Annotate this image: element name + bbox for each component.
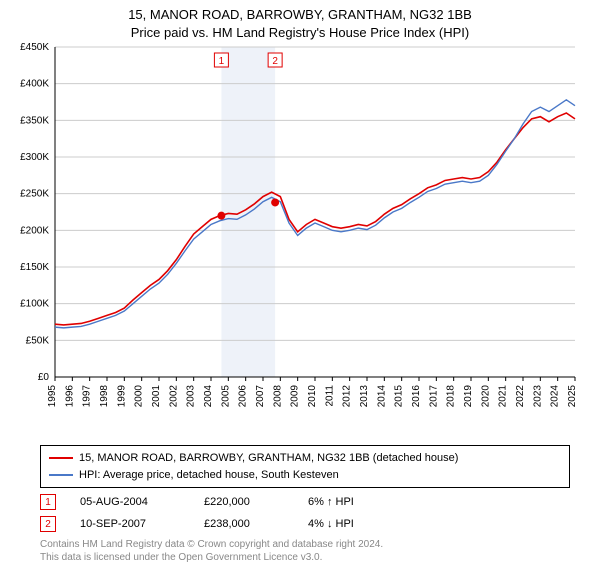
svg-text:1: 1	[219, 56, 225, 67]
svg-text:2014: 2014	[376, 385, 387, 408]
svg-text:2009: 2009	[290, 385, 301, 408]
svg-text:1996: 1996	[64, 385, 75, 408]
sale-row: 1 05-AUG-2004 £220,000 6% ↑ HPI	[40, 494, 570, 510]
price-chart: £0 £50K £100K £150K £200K £250K £300K £350K £400…	[0, 41, 600, 441]
svg-text:2016: 2016	[411, 385, 422, 408]
svg-text:£450K: £450K	[20, 42, 49, 53]
sales-table: 1 05-AUG-2004 £220,000 6% ↑ HPI 2 10-SEP…	[40, 494, 570, 532]
sale-date: 10-SEP-2007	[80, 518, 180, 530]
sale-row: 2 10-SEP-2007 £238,000 4% ↓ HPI	[40, 516, 570, 532]
sale-delta: 4% ↓ HPI	[308, 518, 388, 530]
svg-text:2013: 2013	[359, 385, 370, 408]
legend-label: HPI: Average price, detached house, Sout…	[79, 467, 339, 484]
svg-text:2006: 2006	[238, 385, 249, 408]
svg-text:2021: 2021	[498, 385, 509, 408]
svg-text:2001: 2001	[151, 385, 162, 408]
svg-text:£0: £0	[38, 372, 50, 383]
legend-swatch	[49, 474, 73, 476]
sale-marker: 2	[40, 516, 56, 532]
legend-label: 15, MANOR ROAD, BARROWBY, GRANTHAM, NG32…	[79, 450, 458, 467]
footer: Contains HM Land Registry data © Crown c…	[40, 538, 570, 564]
svg-text:£400K: £400K	[20, 79, 49, 90]
svg-text:2019: 2019	[463, 385, 474, 408]
legend-item: 15, MANOR ROAD, BARROWBY, GRANTHAM, NG32…	[49, 450, 561, 467]
sale-price: £220,000	[204, 496, 284, 508]
svg-text:2004: 2004	[203, 385, 214, 408]
svg-text:2020: 2020	[480, 385, 491, 408]
sale-price: £238,000	[204, 518, 284, 530]
legend: 15, MANOR ROAD, BARROWBY, GRANTHAM, NG32…	[40, 445, 570, 488]
svg-text:£50K: £50K	[26, 335, 50, 346]
svg-text:£350K: £350K	[20, 115, 49, 126]
svg-text:2011: 2011	[324, 385, 335, 407]
svg-text:£300K: £300K	[20, 152, 49, 163]
svg-text:2: 2	[272, 56, 278, 67]
svg-text:2007: 2007	[255, 385, 266, 408]
svg-text:2003: 2003	[186, 385, 197, 408]
svg-text:£200K: £200K	[20, 225, 49, 236]
svg-text:2023: 2023	[532, 385, 543, 408]
svg-text:1999: 1999	[116, 385, 127, 408]
svg-text:2025: 2025	[567, 385, 578, 408]
svg-text:2017: 2017	[428, 385, 439, 408]
svg-text:1997: 1997	[82, 385, 93, 408]
svg-text:2018: 2018	[446, 385, 457, 408]
legend-swatch	[49, 457, 73, 459]
svg-text:2012: 2012	[342, 385, 353, 408]
title-line2: Price paid vs. HM Land Registry's House …	[0, 24, 600, 42]
svg-text:2024: 2024	[550, 385, 561, 408]
sale-marker: 1	[40, 494, 56, 510]
sale-date: 05-AUG-2004	[80, 496, 180, 508]
svg-text:2000: 2000	[134, 385, 145, 408]
svg-text:1995: 1995	[47, 385, 58, 408]
svg-text:2002: 2002	[168, 385, 179, 408]
footer-line1: Contains HM Land Registry data © Crown c…	[40, 538, 570, 551]
footer-line2: This data is licensed under the Open Gov…	[40, 551, 570, 564]
svg-text:£150K: £150K	[20, 262, 49, 273]
legend-item: HPI: Average price, detached house, Sout…	[49, 467, 561, 484]
svg-text:1998: 1998	[99, 385, 110, 408]
chart-title: 15, MANOR ROAD, BARROWBY, GRANTHAM, NG32…	[0, 0, 600, 41]
sale-delta: 6% ↑ HPI	[308, 496, 388, 508]
svg-text:£100K: £100K	[20, 299, 49, 310]
title-line1: 15, MANOR ROAD, BARROWBY, GRANTHAM, NG32…	[0, 6, 600, 24]
svg-text:2010: 2010	[307, 385, 318, 408]
svg-text:£250K: £250K	[20, 189, 49, 200]
svg-text:2015: 2015	[394, 385, 405, 408]
svg-text:2005: 2005	[220, 385, 231, 408]
svg-text:2022: 2022	[515, 385, 526, 408]
svg-text:2008: 2008	[272, 385, 283, 408]
